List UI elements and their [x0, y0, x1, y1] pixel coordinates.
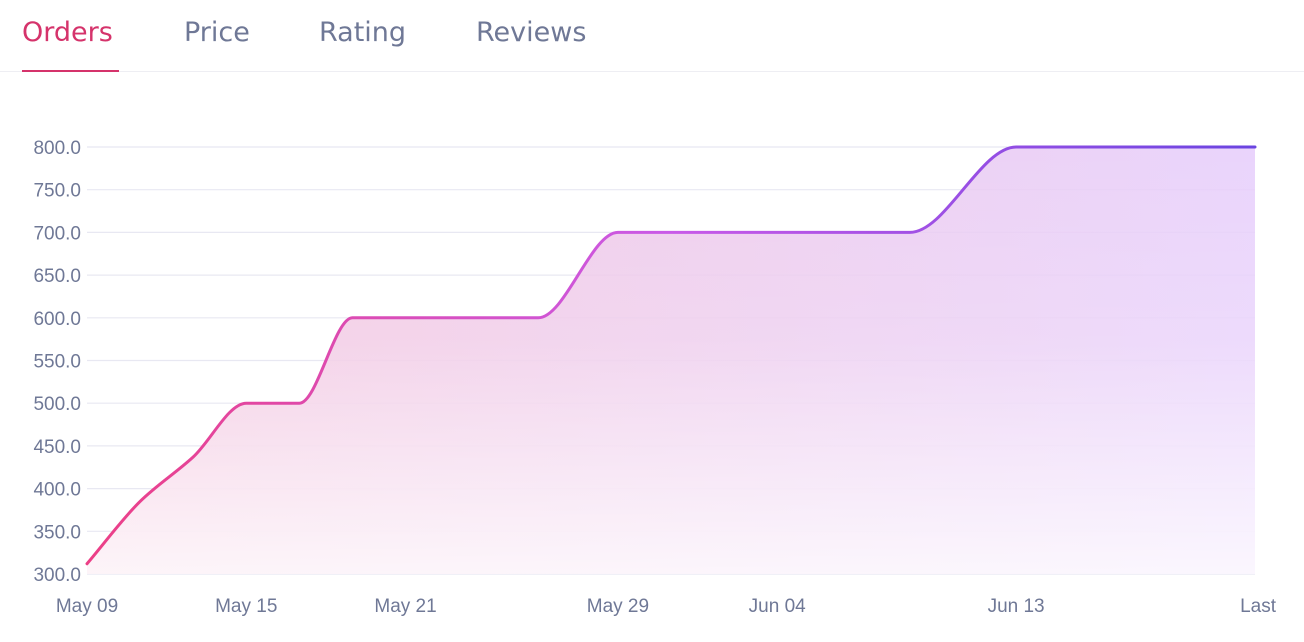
y-tick-label: 700.0 — [33, 223, 81, 244]
x-tick-label: Last — [1240, 596, 1277, 617]
y-tick-label: 300.0 — [33, 565, 81, 586]
area-layer — [85, 145, 1257, 574]
active-tab-indicator — [22, 70, 119, 72]
data-point — [1014, 145, 1018, 149]
x-axis: May 09 May 15 May 21 May 29 Jun 04 Jun 13 Last — [56, 596, 1277, 617]
tab-price[interactable]: Price — [184, 17, 250, 48]
y-tick-label: 800.0 — [33, 138, 81, 159]
y-tick-label: 350.0 — [33, 522, 81, 543]
data-point — [1253, 145, 1257, 149]
y-tick-label: 400.0 — [33, 480, 81, 501]
data-point — [350, 316, 354, 320]
x-tick-label: Jun 13 — [988, 596, 1045, 617]
series-line — [85, 145, 1257, 566]
data-point — [191, 455, 195, 459]
data-point — [616, 230, 620, 234]
data-point — [908, 230, 912, 234]
tab-rating[interactable]: Rating — [319, 17, 407, 48]
x-tick-label: May 29 — [587, 596, 649, 617]
y-tick-label: 450.0 — [33, 437, 81, 458]
tab-orders[interactable]: Orders — [22, 17, 113, 48]
data-point — [536, 316, 540, 320]
y-tick-label: 600.0 — [33, 309, 81, 330]
y-tick-label: 500.0 — [33, 394, 81, 415]
y-axis: 800.0 750.0 700.0 650.0 600.0 550.0 500.0 450.0… — [33, 138, 81, 586]
x-tick-label: May 21 — [374, 596, 436, 617]
y-tick-label: 750.0 — [33, 181, 81, 202]
x-tick-label: May 15 — [215, 596, 277, 617]
data-point — [244, 401, 248, 405]
data-point — [138, 499, 142, 503]
x-tick-label: Jun 04 — [749, 596, 806, 617]
data-point — [297, 401, 301, 405]
tab-reviews[interactable]: Reviews — [476, 17, 587, 48]
x-tick-label: May 09 — [56, 596, 118, 617]
y-tick-label: 650.0 — [33, 266, 81, 287]
tab-bar: Orders Price Rating Reviews — [0, 0, 1304, 72]
data-point — [85, 562, 89, 566]
y-tick-label: 550.0 — [33, 352, 81, 373]
area-fade — [87, 147, 1255, 574]
